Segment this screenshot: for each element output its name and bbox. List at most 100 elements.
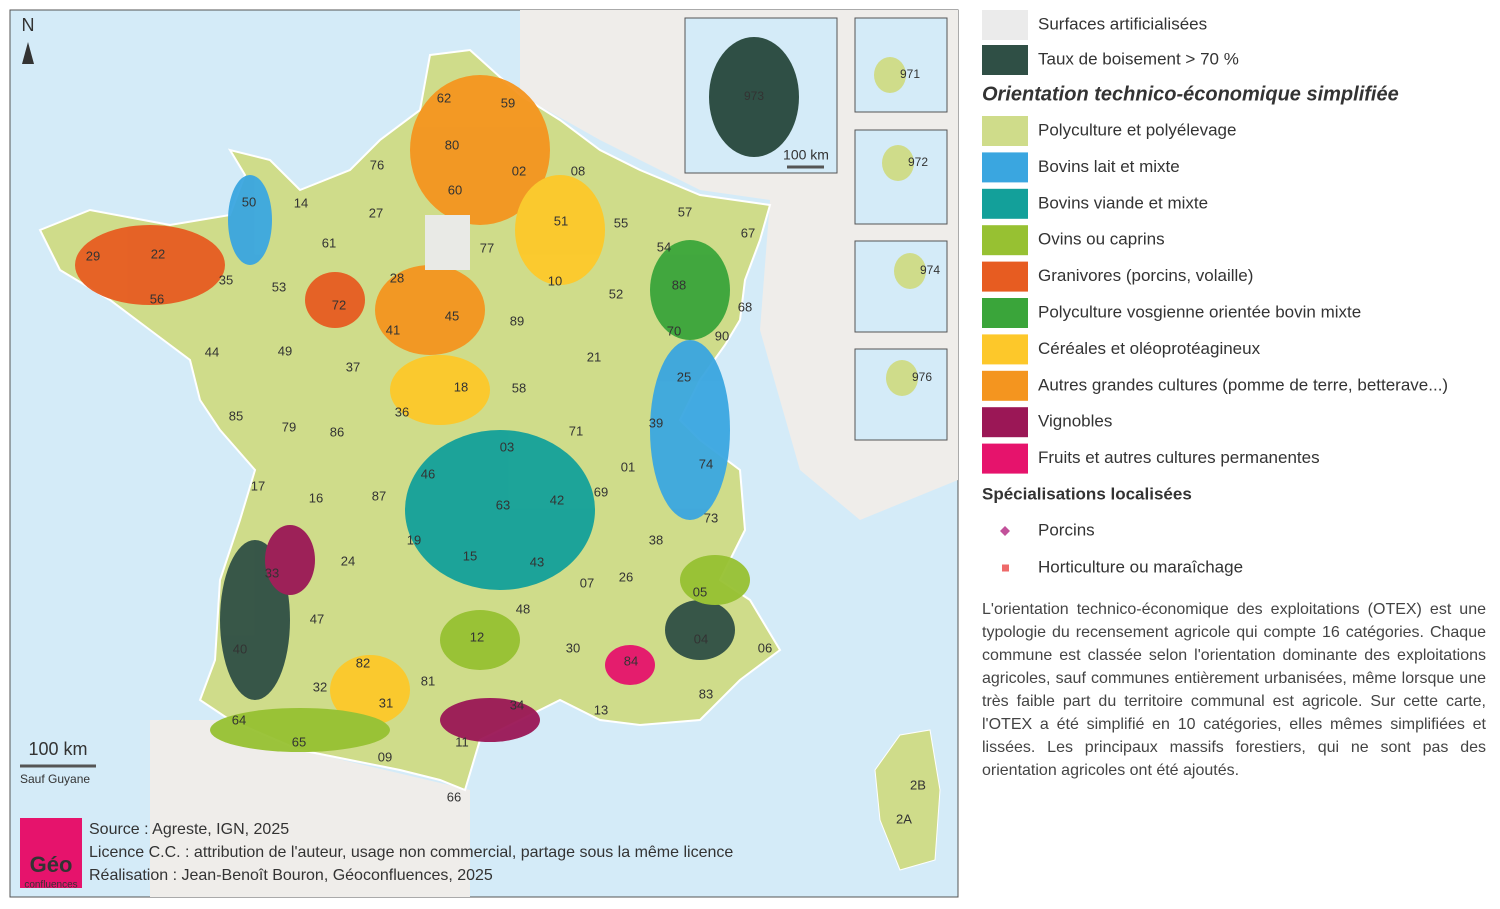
department-label: 11 <box>455 734 469 749</box>
department-label: 53 <box>272 279 286 294</box>
logo <box>20 818 82 888</box>
legend-swatch <box>982 45 1028 75</box>
inset-frame <box>854 240 948 333</box>
department-label: 12 <box>470 629 484 644</box>
department-label: 30 <box>566 640 580 655</box>
department-label: 31 <box>379 695 393 710</box>
department-label: 09 <box>378 749 392 764</box>
department-label: 43 <box>530 554 544 569</box>
department-label: 05 <box>693 584 707 599</box>
map-areas <box>75 75 750 752</box>
department-label: 02 <box>512 163 526 178</box>
department-label: 40 <box>233 641 247 656</box>
area <box>515 175 605 285</box>
department-label: 41 <box>386 322 400 337</box>
department-label: 18 <box>454 379 468 394</box>
department-label: 22 <box>151 246 165 261</box>
area <box>650 340 730 520</box>
legend-label: Autres grandes cultures (pomme de terre,… <box>1038 375 1448 394</box>
area <box>75 225 225 305</box>
department-label: 60 <box>448 182 462 197</box>
area <box>440 610 520 670</box>
department-label: 42 <box>550 492 564 507</box>
department-label: 2B <box>910 777 926 792</box>
area <box>425 215 470 270</box>
inset-land <box>894 253 926 289</box>
legend-swatch <box>982 188 1028 219</box>
department-label: 04 <box>694 631 708 646</box>
department-label: 36 <box>395 404 409 419</box>
scale-label: 100 km <box>28 739 87 759</box>
department-label: 2A <box>896 811 912 826</box>
department-label: 68 <box>738 299 752 314</box>
legend-swatch <box>982 152 1028 183</box>
logo-top: Géo <box>30 852 73 877</box>
department-label: 52 <box>609 286 623 301</box>
area <box>410 75 550 225</box>
department-label: 25 <box>677 369 691 384</box>
inset-land <box>709 37 799 157</box>
legend-label: Céréales et oléoprotéagineux <box>1038 339 1261 358</box>
department-label: 79 <box>282 419 296 434</box>
area <box>405 430 595 590</box>
inset-label: 971 <box>900 67 920 81</box>
area <box>665 600 735 660</box>
inset-label: 972 <box>908 155 928 169</box>
department-label: 34 <box>510 697 524 712</box>
inset-label: 976 <box>912 370 932 384</box>
legend-label: Surfaces artificialisées <box>1038 14 1207 33</box>
department-label: 47 <box>310 611 324 626</box>
department-label: 45 <box>445 308 459 323</box>
inset-land <box>886 360 918 396</box>
area <box>228 175 272 265</box>
department-label: 62 <box>437 90 451 105</box>
department-label: 27 <box>369 205 383 220</box>
department-label: 69 <box>594 484 608 499</box>
department-label: 58 <box>512 380 526 395</box>
department-label: 08 <box>571 163 585 178</box>
department-label: 65 <box>292 734 306 749</box>
legend-title: Orientation technico-économique simplifi… <box>982 83 1399 105</box>
department-label: 90 <box>715 328 729 343</box>
area <box>330 655 410 725</box>
department-label: 16 <box>309 490 323 505</box>
inset-land <box>882 145 914 181</box>
department-label: 81 <box>421 673 435 688</box>
legend-label: Polyculture vosgienne orientée bovin mix… <box>1038 302 1361 321</box>
legend-label: Polyculture et polyélevage <box>1038 120 1236 139</box>
department-label: 86 <box>330 424 344 439</box>
department-label: 48 <box>516 601 530 616</box>
logo-bottom: confluences <box>24 880 77 891</box>
legend-swatch <box>982 443 1028 474</box>
legend-swatch <box>982 225 1028 256</box>
legend-swatch <box>982 116 1028 146</box>
neighbours-south <box>150 720 470 897</box>
inset-scale-label: 100 km <box>783 147 829 163</box>
department-label: 55 <box>614 215 628 230</box>
department-label: 10 <box>548 273 562 288</box>
department-label: 37 <box>346 359 360 374</box>
department-label: 29 <box>86 248 100 263</box>
department-label: 03 <box>500 439 514 454</box>
description: L'orientation technico-économique des ex… <box>982 601 1486 779</box>
department-label: 66 <box>447 789 461 804</box>
legend-label: Porcins <box>1038 520 1095 539</box>
area <box>390 355 490 425</box>
department-label: 64 <box>232 712 246 727</box>
legend-swatch <box>982 10 1028 40</box>
area <box>650 240 730 340</box>
department-label: 17 <box>251 478 265 493</box>
department-label: 15 <box>463 548 477 563</box>
legend-label: Ovins ou caprins <box>1038 230 1165 249</box>
department-label: 33 <box>265 565 279 580</box>
department-label: 84 <box>624 653 638 668</box>
legend-label: Granivores (porcins, volaille) <box>1038 266 1253 285</box>
department-label: 19 <box>407 532 421 547</box>
department-label: 26 <box>619 569 633 584</box>
department-label: 49 <box>278 343 292 358</box>
department-label: 50 <box>242 194 256 209</box>
department-label: 59 <box>501 95 515 110</box>
department-label: 24 <box>341 553 355 568</box>
